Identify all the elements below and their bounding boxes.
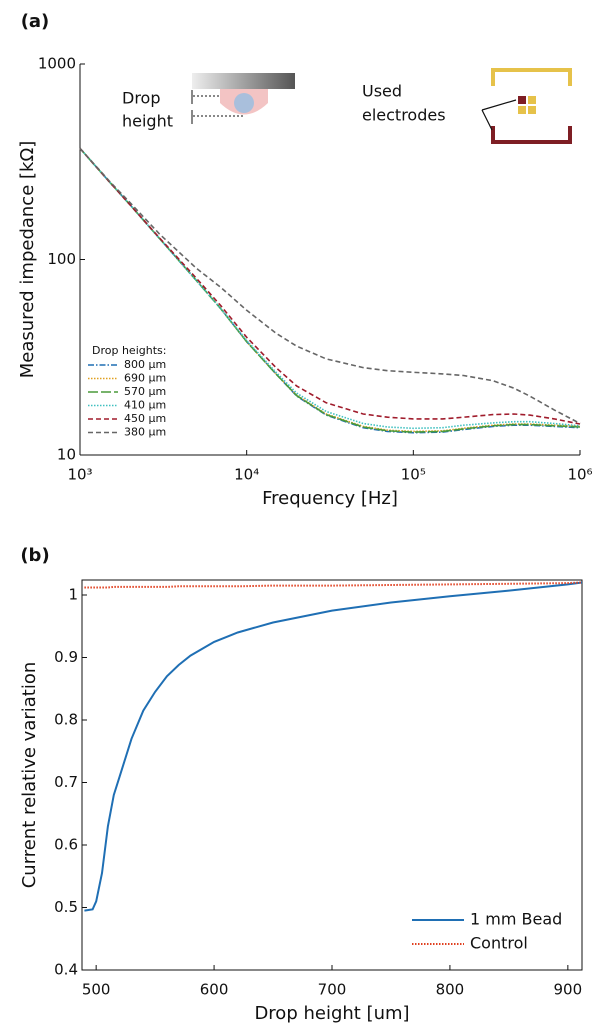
y-tick-label: 0.4 (54, 961, 78, 979)
legend-label: 410 µm (124, 399, 166, 412)
legend-label: 380 µm (124, 426, 166, 439)
drop-icon (191, 73, 295, 124)
x-tick-label: 10³ (67, 466, 92, 484)
y-axis-label: Current relative variation (19, 662, 40, 889)
panel-label: (b) (20, 545, 49, 566)
y-tick-label: 0.6 (54, 836, 78, 854)
annotation: height (122, 112, 173, 131)
x-tick-label: 10⁵ (401, 466, 426, 484)
series-line (84, 581, 583, 912)
legend-label: 690 µm (124, 372, 166, 385)
y-tick-label: 100 (47, 250, 76, 268)
x-tick-label: 900 (554, 981, 583, 999)
x-tick-label: 700 (318, 981, 347, 999)
panel-label: (a) (21, 11, 50, 32)
y-tick-label: 1 (68, 586, 78, 604)
legend-label: 450 µm (124, 412, 166, 425)
y-tick-label: 10 (57, 446, 76, 464)
y-tick-label: 0.7 (54, 773, 78, 791)
series-line (79, 147, 581, 425)
x-tick-label: 10⁶ (567, 466, 592, 484)
series-line (84, 581, 583, 589)
y-tick-label: 0.9 (54, 648, 78, 666)
x-tick-label: 500 (82, 981, 111, 999)
annotation: Used (362, 82, 402, 101)
legend-title: Drop heights: (92, 344, 166, 357)
annotation: electrodes (362, 106, 446, 125)
series-line (79, 147, 581, 425)
legend-label: 800 µm (124, 358, 166, 371)
legend-label: 1 mm Bead (470, 910, 562, 929)
annotation: Drop (122, 89, 161, 108)
y-tick-label: 1000 (38, 55, 76, 73)
x-tick-label: 600 (200, 981, 229, 999)
x-tick-label: 800 (436, 981, 465, 999)
legend-label: 570 µm (124, 385, 166, 398)
y-axis-label: Measured impedance [kΩ] (17, 141, 38, 378)
x-axis-label: Frequency [Hz] (262, 488, 398, 509)
series-line (79, 147, 581, 433)
electrode-icon (481, 68, 572, 144)
legend-label: Control (470, 934, 528, 953)
y-tick-label: 0.8 (54, 711, 78, 729)
x-axis-label: Drop height [um] (254, 1003, 409, 1024)
y-tick-label: 0.5 (54, 898, 78, 916)
x-tick-label: 10⁴ (234, 466, 259, 484)
